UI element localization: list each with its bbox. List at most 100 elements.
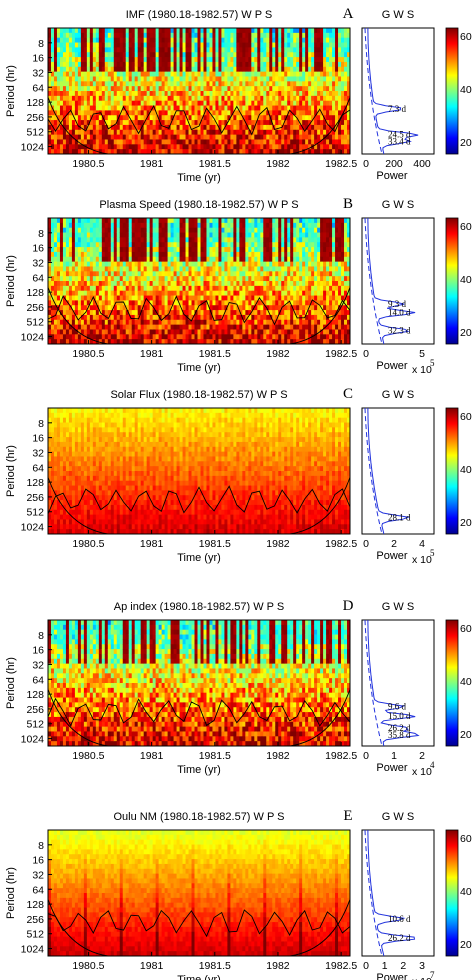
heatmap-cell — [86, 86, 91, 92]
heatmap-cell — [269, 256, 273, 263]
heatmap-cell — [305, 86, 309, 92]
heatmap-cell — [305, 339, 309, 345]
heatmap-cell — [344, 129, 348, 136]
heatmap-cell — [299, 81, 303, 87]
heatmap-cell — [260, 314, 264, 321]
heatmap-cell — [80, 329, 85, 335]
heatmap-cell — [197, 129, 201, 136]
heatmap-cell — [311, 100, 315, 106]
heatmap-cell — [284, 47, 288, 53]
heatmap-cell — [191, 242, 195, 248]
heatmap-cell — [92, 71, 97, 77]
heatmap-cell — [293, 256, 297, 263]
heatmap-cell — [215, 251, 219, 258]
panel-title: Plasma Speed (1980.18-1982.57) W P S — [99, 199, 298, 211]
heatmap-cell — [260, 247, 264, 253]
heatmap-cell — [107, 76, 112, 82]
heatmap-cell — [137, 295, 142, 301]
heatmap-cell — [299, 139, 303, 145]
heatmap-cell — [278, 120, 282, 126]
heatmap-cell — [284, 285, 288, 292]
heatmap-cell — [74, 218, 79, 224]
heatmap-cell — [215, 266, 219, 272]
heatmap-cell — [155, 334, 160, 340]
heatmap-cell — [191, 134, 195, 140]
panel-letter: B — [343, 196, 353, 212]
heatmap-cell — [224, 57, 228, 63]
heatmap-cell — [113, 129, 118, 136]
heatmap-cell — [134, 105, 139, 111]
heatmap-cell — [48, 149, 52, 155]
heatmap-cell — [185, 134, 189, 140]
heatmap-cell — [260, 139, 264, 145]
heatmap-cell — [89, 57, 94, 63]
heatmap-cell — [218, 52, 222, 58]
heatmap-cell — [185, 52, 189, 58]
heatmap-cell — [80, 305, 85, 311]
heatmap-cell — [71, 66, 76, 73]
heatmap-cell — [287, 295, 291, 301]
heatmap-cell — [311, 28, 315, 34]
heatmap-cell — [257, 149, 261, 155]
heatmap-cell — [170, 81, 174, 87]
heatmap-cell — [164, 271, 168, 277]
heatmap-cell — [80, 266, 85, 272]
heatmap-cell — [200, 120, 204, 126]
heatmap-cell — [143, 86, 148, 92]
heatmap-cell — [212, 57, 216, 63]
heatmap-cell — [260, 61, 264, 68]
heatmap-cell — [275, 32, 279, 39]
heatmap-cell — [302, 100, 306, 106]
heatmap-cell — [317, 28, 321, 34]
heatmap-cell — [347, 57, 351, 63]
heatmap-cell — [230, 271, 234, 277]
heatmap-cell — [176, 71, 180, 77]
heatmap-cell — [338, 61, 342, 68]
heatmap-cell — [254, 300, 258, 306]
heatmap-cell — [149, 334, 154, 340]
heatmap-cell — [290, 285, 294, 292]
heatmap-cell — [89, 95, 94, 102]
heatmap-cell — [131, 266, 136, 272]
heatmap-cell — [230, 32, 234, 39]
heatmap-cell — [170, 276, 174, 282]
heatmap-cell — [284, 81, 288, 87]
heatmap-cell — [182, 100, 186, 106]
heatmap-cell — [155, 47, 160, 53]
heatmap-cell — [341, 100, 345, 106]
heatmap-cell — [311, 295, 315, 301]
heatmap-cell — [308, 28, 312, 34]
heatmap-cell — [221, 334, 225, 340]
heatmap-cell — [80, 319, 85, 326]
heatmap-cell — [56, 310, 61, 316]
heatmap-cell — [92, 266, 97, 272]
heatmap-cell — [269, 232, 273, 238]
heatmap-cell — [212, 91, 216, 97]
heatmap-cell — [137, 47, 142, 53]
heatmap-cell — [266, 276, 270, 282]
heatmap-cell — [209, 52, 213, 58]
heatmap-cell — [125, 314, 130, 321]
heatmap-cell — [89, 334, 94, 340]
heatmap-cell — [107, 271, 112, 277]
heatmap-cell — [236, 319, 240, 326]
heatmap-cell — [254, 124, 258, 131]
heatmap-cell — [242, 71, 246, 77]
heatmap-cell — [104, 232, 109, 238]
heatmap-cell — [149, 281, 154, 287]
heatmap-cell — [56, 32, 61, 39]
heatmap-cell — [230, 319, 234, 326]
heatmap-cell — [320, 32, 324, 39]
heatmap-cell — [194, 105, 198, 111]
heatmap-cell — [290, 32, 294, 39]
heatmap-cell — [48, 37, 52, 43]
heatmap-cell — [116, 110, 121, 116]
heatmap-cell — [296, 91, 300, 97]
heatmap-cell — [221, 100, 225, 106]
heatmap-cell — [110, 319, 115, 326]
heatmap-cell — [176, 37, 180, 43]
heatmap-cell — [221, 222, 225, 229]
heatmap-cell — [125, 329, 130, 335]
heatmap-cell — [317, 66, 321, 73]
heatmap-cell — [131, 295, 136, 301]
